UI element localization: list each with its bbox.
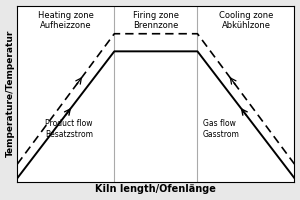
X-axis label: Kiln length/Ofenlänge: Kiln length/Ofenlänge <box>95 184 216 194</box>
Text: Cooling zone
Abkühlzone: Cooling zone Abkühlzone <box>219 11 273 30</box>
Text: Product flow
Besatzstrom: Product flow Besatzstrom <box>45 119 93 139</box>
Text: Firing zone
Brennzone: Firing zone Brennzone <box>133 11 179 30</box>
Text: Heating zone
Aufheizzone: Heating zone Aufheizzone <box>38 11 94 30</box>
Text: Gas flow
Gasstrom: Gas flow Gasstrom <box>203 119 240 139</box>
Y-axis label: Temperature/Temperatur: Temperature/Temperatur <box>6 30 15 157</box>
